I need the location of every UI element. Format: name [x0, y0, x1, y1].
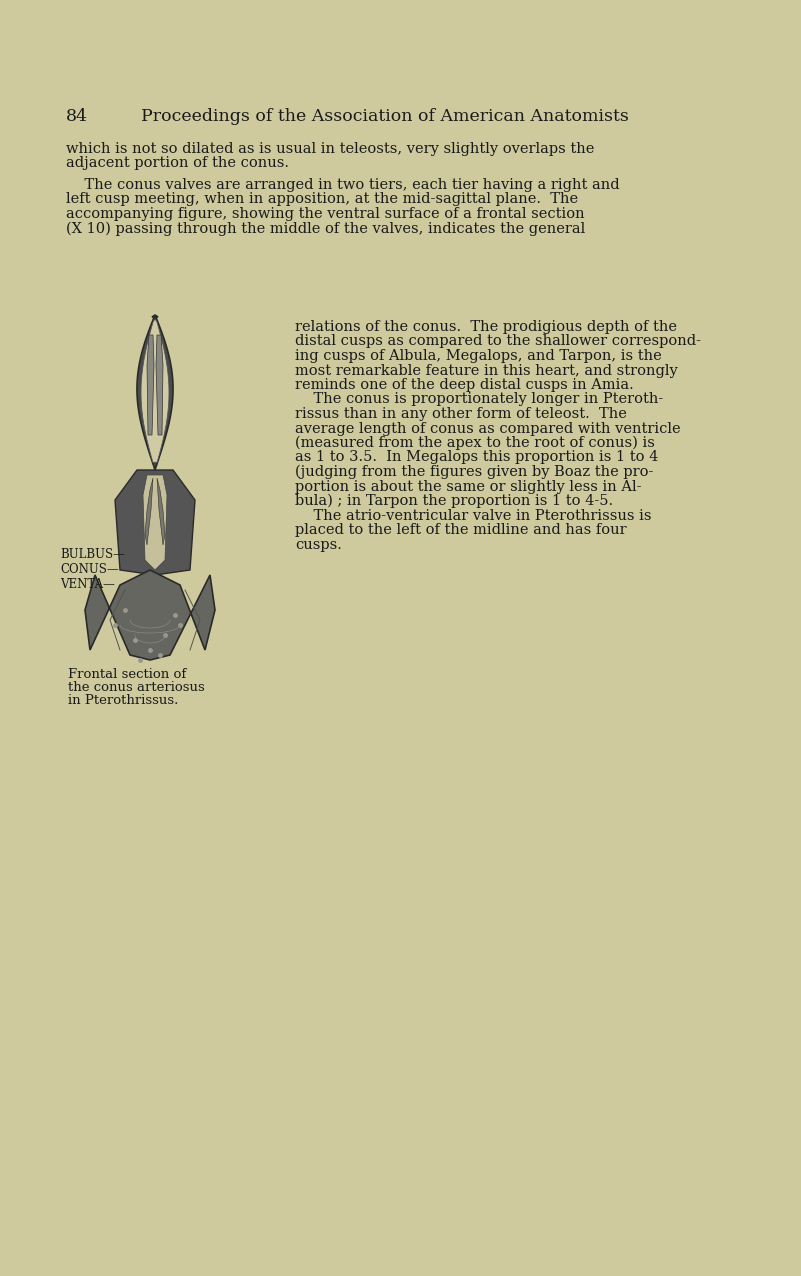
- Text: cusps.: cusps.: [295, 537, 342, 551]
- Text: (judging from the figures given by Boaz the pro-: (judging from the figures given by Boaz …: [295, 464, 654, 480]
- Polygon shape: [157, 478, 165, 545]
- Text: accompanying figure, showing the ventral surface of a frontal section: accompanying figure, showing the ventral…: [66, 207, 585, 221]
- Text: in Pterothrissus.: in Pterothrissus.: [68, 694, 179, 707]
- Text: (X 10) passing through the middle of the valves, indicates the general: (X 10) passing through the middle of the…: [66, 222, 586, 236]
- Polygon shape: [141, 320, 169, 462]
- Text: left cusp meeting, when in apposition, at the mid-sagittal plane.  The: left cusp meeting, when in apposition, a…: [66, 193, 578, 207]
- Text: 84: 84: [66, 108, 88, 125]
- Text: Proceedings of the Association of American Anatomists: Proceedings of the Association of Americ…: [141, 108, 629, 125]
- Text: as 1 to 3.5.  In Megalops this proportion is 1 to 4: as 1 to 3.5. In Megalops this proportion…: [295, 450, 658, 464]
- Text: the conus arteriosus: the conus arteriosus: [68, 681, 205, 694]
- Text: The conus valves are arranged in two tiers, each tier having a right and: The conus valves are arranged in two tie…: [66, 177, 620, 191]
- Polygon shape: [147, 336, 154, 435]
- Text: VENTA—: VENTA—: [60, 578, 115, 591]
- Text: rissus than in any other form of teleost.  The: rissus than in any other form of teleost…: [295, 407, 627, 421]
- Polygon shape: [115, 470, 195, 575]
- Text: The atrio-ventricular valve in Pterothrissus is: The atrio-ventricular valve in Pterothri…: [295, 509, 651, 522]
- Text: The conus is proportionately longer in Pteroth-: The conus is proportionately longer in P…: [295, 393, 663, 407]
- Text: which is not so dilated as is usual in teleosts, very slightly overlaps the: which is not so dilated as is usual in t…: [66, 142, 594, 156]
- Text: ing cusps of Albula, Megalops, and Tarpon, is the: ing cusps of Albula, Megalops, and Tarpo…: [295, 350, 662, 362]
- Text: bula) ; in Tarpon the proportion is 1 to 4-5.: bula) ; in Tarpon the proportion is 1 to…: [295, 494, 613, 508]
- Text: placed to the left of the midline and has four: placed to the left of the midline and ha…: [295, 523, 626, 537]
- Polygon shape: [85, 570, 215, 660]
- Text: portion is about the same or slightly less in Al-: portion is about the same or slightly le…: [295, 480, 642, 494]
- Text: (measured from the apex to the root of conus) is: (measured from the apex to the root of c…: [295, 436, 655, 450]
- Text: Frontal section of: Frontal section of: [68, 669, 187, 681]
- Polygon shape: [137, 315, 173, 470]
- Text: relations of the conus.  The prodigious depth of the: relations of the conus. The prodigious d…: [295, 320, 677, 334]
- Polygon shape: [156, 336, 163, 435]
- Polygon shape: [145, 478, 153, 545]
- Text: adjacent portion of the conus.: adjacent portion of the conus.: [66, 157, 289, 171]
- Text: most remarkable feature in this heart, and strongly: most remarkable feature in this heart, a…: [295, 364, 678, 378]
- Text: reminds one of the deep distal cusps in Amia.: reminds one of the deep distal cusps in …: [295, 378, 634, 392]
- Text: CONUS—: CONUS—: [60, 563, 119, 575]
- Text: average length of conus as compared with ventricle: average length of conus as compared with…: [295, 421, 681, 435]
- Text: distal cusps as compared to the shallower correspond-: distal cusps as compared to the shallowe…: [295, 334, 701, 348]
- Text: BULBUS—: BULBUS—: [60, 547, 125, 561]
- Polygon shape: [143, 475, 167, 570]
